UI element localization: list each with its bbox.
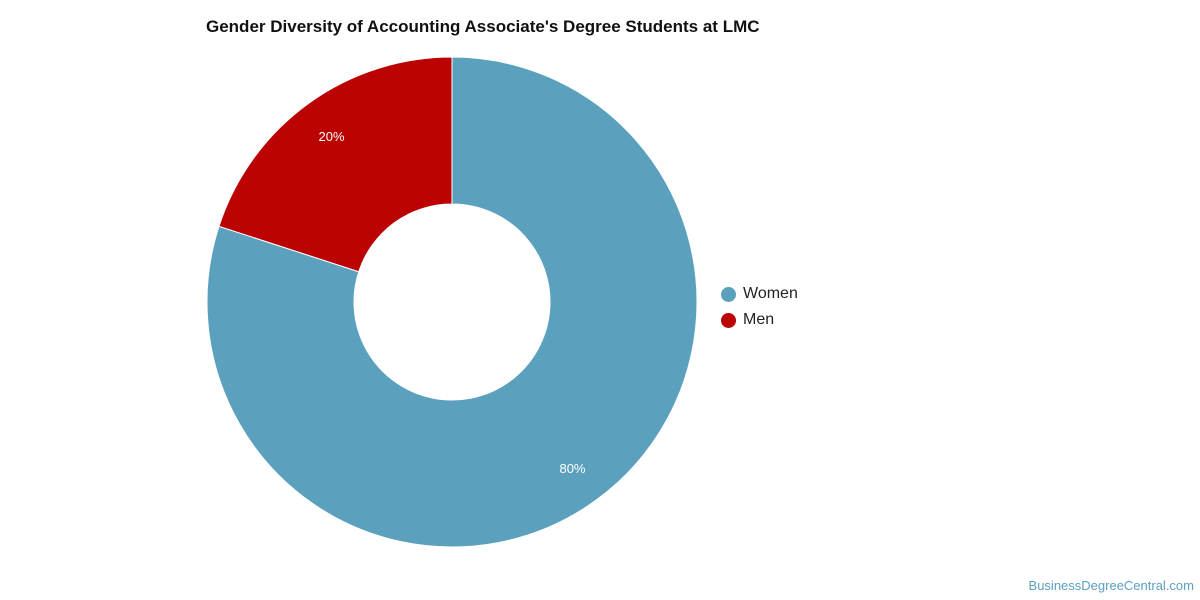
legend-label-women: Women [743, 285, 798, 302]
chart-title: Gender Diversity of Accounting Associate… [206, 17, 760, 36]
data-label-men: 20% [318, 129, 344, 144]
watermark-link[interactable]: BusinessDegreeCentral.com [1028, 578, 1194, 593]
legend-swatch-women [721, 286, 736, 302]
legend-swatch-men [721, 312, 736, 328]
data-labels-group: 80% 20% [318, 129, 585, 476]
legend-label-men: Men [743, 311, 775, 328]
slice-men[interactable] [218, 56, 453, 273]
legend-item-women[interactable]: Women [721, 281, 798, 307]
slices-group [206, 56, 698, 548]
legend-item-men[interactable]: Men [721, 307, 798, 333]
slice-women[interactable] [206, 56, 698, 548]
data-label-women: 80% [559, 461, 585, 476]
legend: Women Men [721, 281, 798, 333]
